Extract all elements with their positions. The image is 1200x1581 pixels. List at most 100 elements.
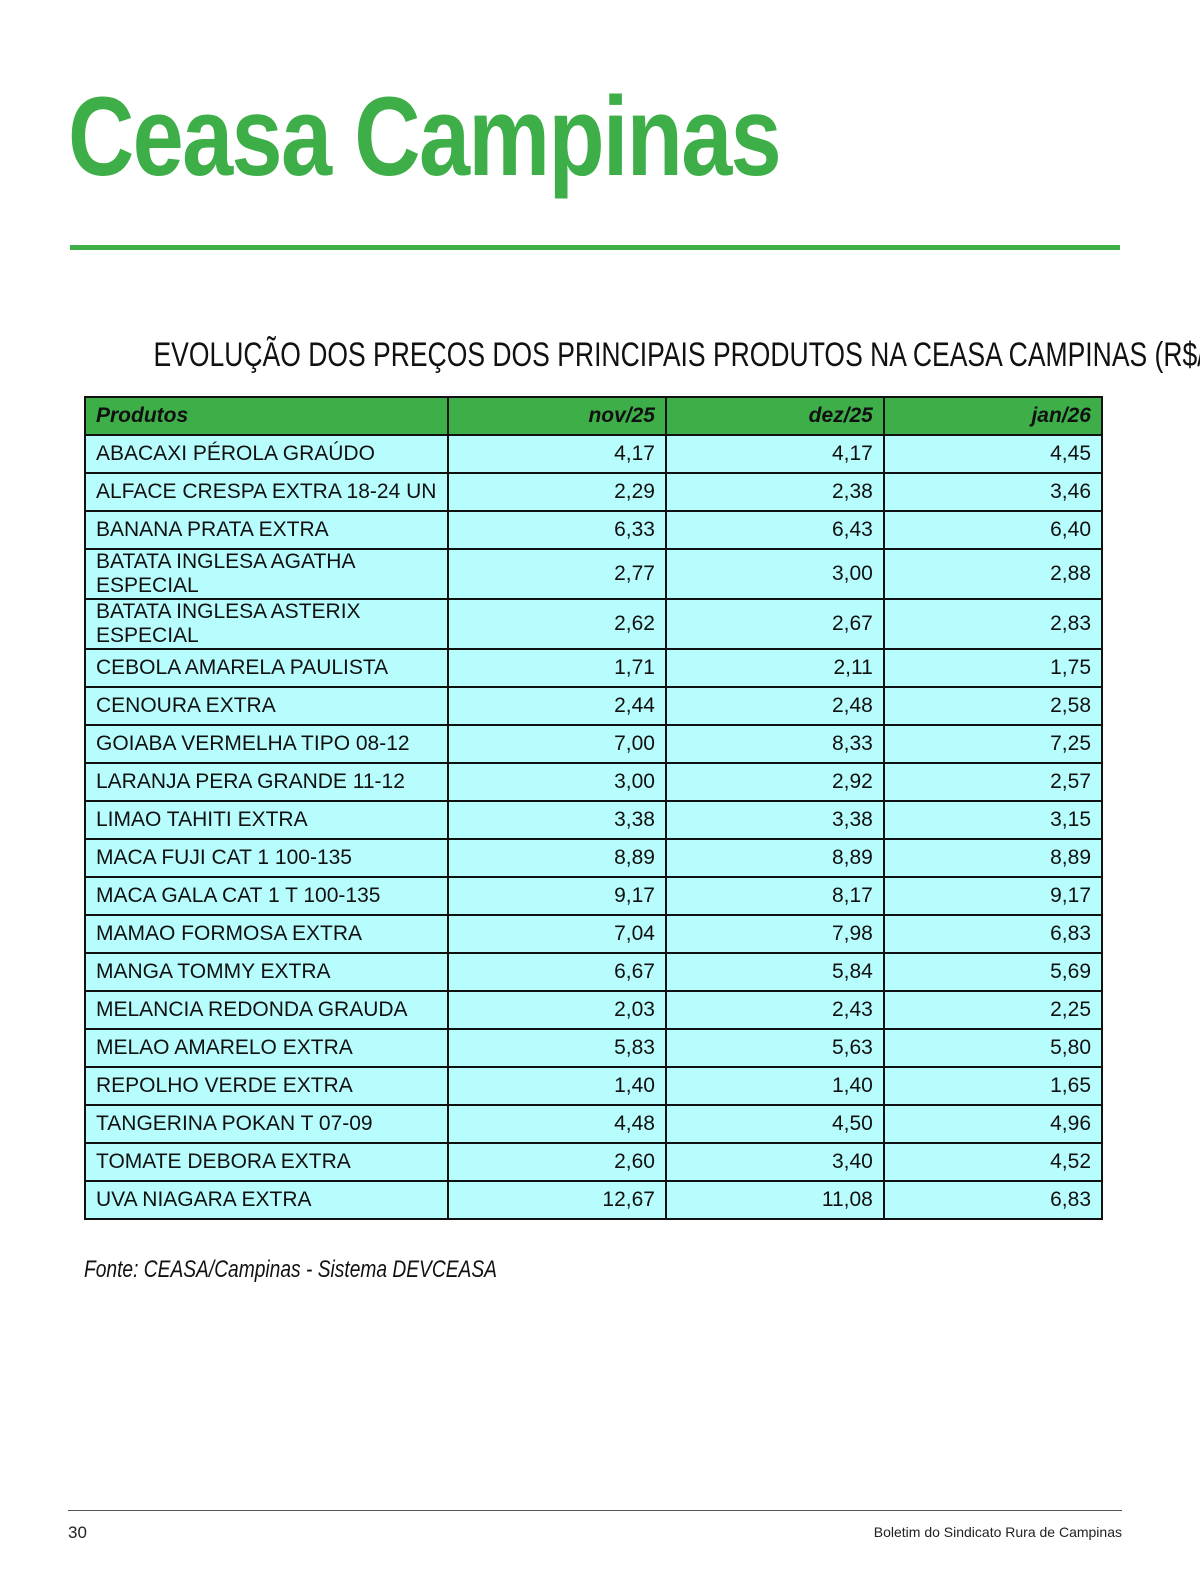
product-cell: CENOURA EXTRA	[84, 686, 449, 726]
table-row: CEBOLA AMARELA PAULISTA 1,71 2,11 1,75	[84, 648, 1104, 688]
source-note: Fonte: CEASA/Campinas - Sistema DEVCEASA	[84, 1256, 497, 1283]
price-cell: 4,50	[664, 1104, 885, 1144]
price-cell: 7,04	[446, 914, 667, 954]
price-cell: 7,00	[446, 724, 667, 764]
price-table: Produtos nov/25 dez/25 jan/26 ABACAXI PÉROL…	[84, 396, 1104, 1220]
product-cell: ALFACE CRESPA EXTRA 18-24 UN	[84, 472, 449, 512]
price-cell: 6,33	[446, 510, 667, 550]
product-cell: MANGA TOMMY EXTRA	[84, 952, 449, 992]
price-cell: 4,52	[882, 1142, 1104, 1182]
price-cell: 5,83	[446, 1028, 667, 1068]
price-cell: 8,89	[882, 838, 1104, 878]
price-cell: 2,11	[664, 648, 885, 688]
price-cell: 2,67	[664, 598, 885, 650]
table-row: BATATA INGLESA AGATHA ESPECIAL 2,77 3,00 2,…	[84, 548, 1104, 600]
page-number: 30	[68, 1523, 87, 1542]
table-title-wrap: EVOLUÇÃO DOS PREÇOS DOS PRINCIPAIS PRODU…	[0, 336, 1200, 375]
table-row: REPOLHO VERDE EXTRA 1,40 1,40 1,65	[84, 1066, 1104, 1106]
price-cell: 8,89	[446, 838, 667, 878]
product-cell: ABACAXI PÉROLA GRAÚDO	[84, 434, 449, 474]
price-cell: 4,96	[882, 1104, 1104, 1144]
product-cell: MELAO AMARELO EXTRA	[84, 1028, 449, 1068]
product-cell: MAMAO FORMOSA EXTRA	[84, 914, 449, 954]
price-cell: 2,58	[882, 686, 1104, 726]
price-cell: 2,57	[882, 762, 1104, 802]
price-cell: 1,40	[664, 1066, 885, 1106]
table-row: BATATA INGLESA ASTERIX ESPECIAL 2,62 2,67 2…	[84, 598, 1104, 650]
product-cell: TOMATE DEBORA EXTRA	[84, 1142, 449, 1182]
table-row: LARANJA PERA GRANDE 11-12 3,00 2,92 2,57	[84, 762, 1104, 802]
price-cell: 1,71	[446, 648, 667, 688]
product-cell: TANGERINA POKAN T 07-09	[84, 1104, 449, 1144]
price-cell: 2,43	[664, 990, 885, 1030]
price-cell: 7,25	[882, 724, 1104, 764]
product-cell: BANANA PRATA EXTRA	[84, 510, 449, 550]
table-row: MELANCIA REDONDA GRAUDA 2,03 2,43 2,25	[84, 990, 1104, 1030]
table-row: MACA GALA CAT 1 T 100-135 9,17 8,17 9,17	[84, 876, 1104, 916]
price-cell: 1,40	[446, 1066, 667, 1106]
column-header: Produtos	[84, 396, 449, 436]
price-cell: 5,69	[882, 952, 1104, 992]
price-cell: 3,00	[446, 762, 667, 802]
price-cell: 9,17	[882, 876, 1104, 916]
footer-text: Boletim do Sindicato Rura de Campinas	[873, 1524, 1122, 1540]
table-row: LIMAO TAHITI EXTRA 3,38 3,38 3,15	[84, 800, 1104, 840]
price-cell: 3,38	[446, 800, 667, 840]
price-cell: 2,29	[446, 472, 667, 512]
footer-rule	[68, 1510, 1122, 1511]
product-cell: BATATA INGLESA ASTERIX ESPECIAL	[84, 598, 449, 650]
price-cell: 8,33	[664, 724, 885, 764]
column-header: jan/26	[882, 396, 1104, 436]
product-cell: LIMAO TAHITI EXTRA	[84, 800, 449, 840]
price-cell: 4,48	[446, 1104, 667, 1144]
price-cell: 6,40	[882, 510, 1104, 550]
table-row: MANGA TOMMY EXTRA 6,67 5,84 5,69	[84, 952, 1104, 992]
table-row: MAMAO FORMOSA EXTRA 7,04 7,98 6,83	[84, 914, 1104, 954]
product-cell: LARANJA PERA GRANDE 11-12	[84, 762, 449, 802]
price-cell: 2,92	[664, 762, 885, 802]
price-cell: 11,08	[664, 1180, 885, 1220]
table-body: ABACAXI PÉROLA GRAÚDO 4,17 4,17 4,45 ALFACE …	[84, 434, 1104, 1220]
price-cell: 4,17	[664, 434, 885, 474]
price-cell: 3,00	[664, 548, 885, 600]
price-cell: 6,83	[882, 1180, 1104, 1220]
price-cell: 9,17	[446, 876, 667, 916]
table-row: CENOURA EXTRA 2,44 2,48 2,58	[84, 686, 1104, 726]
table-row: MELAO AMARELO EXTRA 5,83 5,63 5,80	[84, 1028, 1104, 1068]
price-cell: 8,17	[664, 876, 885, 916]
price-cell: 6,67	[446, 952, 667, 992]
table-row: TANGERINA POKAN T 07-09 4,48 4,50 4,96	[84, 1104, 1104, 1144]
table-title: EVOLUÇÃO DOS PREÇOS DOS PRINCIPAIS PRODU…	[153, 336, 1200, 374]
price-cell: 2,83	[882, 598, 1104, 650]
table-row: ALFACE CRESPA EXTRA 18-24 UN 2,29 2,38 3,46	[84, 472, 1104, 512]
price-cell: 1,65	[882, 1066, 1104, 1106]
price-cell: 6,83	[882, 914, 1104, 954]
price-cell: 3,15	[882, 800, 1104, 840]
price-cell: 5,84	[664, 952, 885, 992]
product-cell: CEBOLA AMARELA PAULISTA	[84, 648, 449, 688]
table-row: TOMATE DEBORA EXTRA 2,60 3,40 4,52	[84, 1142, 1104, 1182]
price-cell: 12,67	[446, 1180, 667, 1220]
price-cell: 2,25	[882, 990, 1104, 1030]
price-cell: 3,40	[664, 1142, 885, 1182]
price-cell: 2,48	[664, 686, 885, 726]
product-cell: BATATA INGLESA AGATHA ESPECIAL	[84, 548, 449, 600]
price-cell: 8,89	[664, 838, 885, 878]
product-cell: MACA FUJI CAT 1 100-135	[84, 838, 449, 878]
price-cell: 2,38	[664, 472, 885, 512]
price-cell: 2,03	[446, 990, 667, 1030]
price-cell: 7,98	[664, 914, 885, 954]
table-row: BANANA PRATA EXTRA 6,33 6,43 6,40	[84, 510, 1104, 550]
price-cell: 5,63	[664, 1028, 885, 1068]
price-cell: 2,44	[446, 686, 667, 726]
table-row: MACA FUJI CAT 1 100-135 8,89 8,89 8,89	[84, 838, 1104, 878]
price-cell: 2,62	[446, 598, 667, 650]
price-cell: 2,60	[446, 1142, 667, 1182]
price-cell: 2,88	[882, 548, 1104, 600]
price-cell: 2,77	[446, 548, 667, 600]
column-header: nov/25	[446, 396, 667, 436]
table-row: UVA NIAGARA EXTRA 12,67 11,08 6,83	[84, 1180, 1104, 1220]
page-title: Ceasa Campinas	[68, 74, 782, 199]
header-row: Produtos nov/25 dez/25 jan/26	[84, 396, 1104, 436]
